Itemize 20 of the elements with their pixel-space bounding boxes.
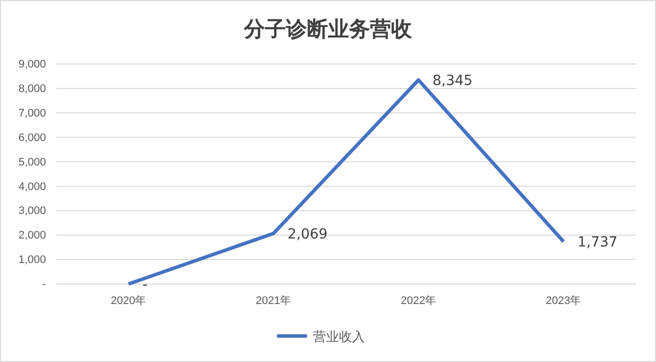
data-label: - — [142, 277, 148, 293]
y-tick-label: 5,000 — [18, 156, 46, 168]
y-tick-label: 2,000 — [18, 230, 46, 242]
data-label: 1,737 — [578, 234, 618, 251]
chart-title: 分子诊断业务营收 — [243, 16, 413, 41]
x-tick-label: 2021年 — [256, 294, 292, 307]
y-tick-label: 1,000 — [18, 254, 46, 266]
x-tick-label: 2023年 — [546, 294, 582, 307]
data-label: 2,069 — [288, 226, 328, 242]
y-tick-label: 4,000 — [18, 180, 46, 193]
y-tick-label: - — [42, 278, 46, 291]
y-tick-label: 9,000 — [18, 58, 46, 71]
legend-label: 营业收入 — [313, 330, 365, 345]
y-tick-label: 8,000 — [18, 82, 46, 95]
x-tick-label: 2022年 — [400, 294, 436, 307]
y-tick-label: 3,000 — [18, 205, 46, 218]
y-tick-label: 6,000 — [18, 132, 46, 144]
y-tick-label: 7,000 — [18, 107, 46, 120]
x-tick-label: 2020年 — [110, 294, 146, 307]
data-label: 8,345 — [432, 73, 473, 90]
